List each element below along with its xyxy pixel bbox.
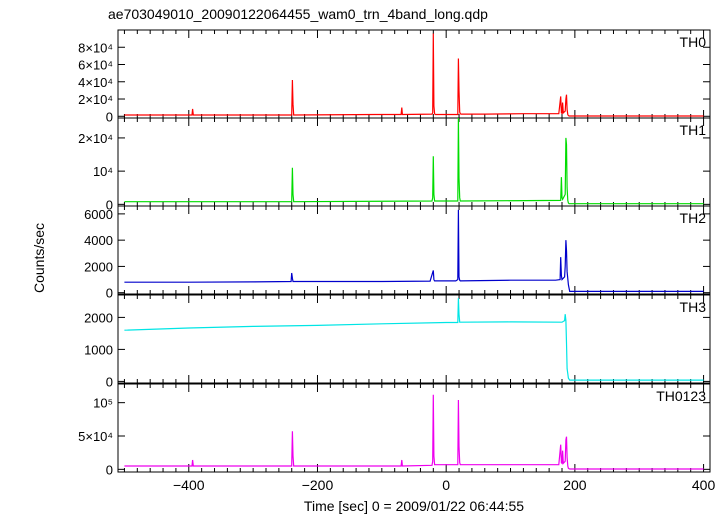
panels: 0 2×10⁴ 4×10⁴ 6×10⁴ 8×10⁴ TH0 0 10⁴ 2×10⁴ TH1 0 200…	[78, 29, 716, 493]
x-axis-label: Time [sec] 0 = 2009/01/22 06:44:55	[304, 498, 524, 514]
y-tick-label: 6000	[84, 207, 113, 222]
panel-frame	[117, 294, 711, 384]
series-line-th3	[124, 298, 704, 381]
panel-label: TH1	[680, 122, 707, 138]
panel-label: TH0123	[656, 388, 706, 404]
series-line-th2	[124, 209, 704, 292]
x-tick-label: 200	[563, 477, 587, 493]
y-tick-label: 2000	[84, 310, 113, 325]
panel-th2: 0 2000 4000 6000 TH2	[84, 205, 711, 301]
y-tick-label: 1000	[84, 342, 113, 357]
panel-th3: 0 1000 2000 TH3	[84, 294, 711, 389]
y-tick-label: 0	[106, 197, 113, 212]
y-tick-label: 0	[106, 286, 113, 301]
x-tick-label: 400	[692, 477, 716, 493]
y-tick-label: 10⁵	[93, 396, 113, 411]
panel-label: TH2	[680, 210, 707, 226]
panel-label: TH0	[680, 34, 707, 50]
y-axis-label: Counts/sec	[31, 223, 47, 293]
series-line-th0	[124, 33, 704, 117]
y-tick-label: 10⁴	[93, 164, 113, 179]
y-tick-label: 2000	[84, 259, 113, 274]
series-line-th1	[124, 117, 704, 205]
panel-th1: 0 10⁴ 2×10⁴ TH1	[78, 117, 711, 212]
x-tick-label: 0	[442, 477, 450, 493]
y-tick-label: 2×10⁴	[78, 92, 113, 107]
y-tick-label: 6×10⁴	[78, 58, 113, 73]
panel-frame	[117, 383, 711, 473]
y-tick-label: 8×10⁴	[78, 40, 113, 55]
y-tick-label: 2×10⁴	[78, 131, 113, 146]
y-tick-label: 5×10⁴	[78, 429, 113, 444]
chart-title: ae703049010_20090122064455_wam0_trn_4ban…	[108, 6, 488, 22]
y-tick-label: 0	[106, 374, 113, 389]
series-line-th0123	[124, 394, 704, 470]
panel-th0123: 0 5×10⁴ 10⁵ TH0123	[78, 383, 711, 477]
panel-frame	[117, 29, 711, 119]
y-tick-label: 0	[106, 109, 113, 124]
y-tick-label: 0	[106, 462, 113, 477]
panel-frame	[117, 205, 711, 295]
panel-th0: 0 2×10⁴ 4×10⁴ 6×10⁴ 8×10⁴ TH0	[78, 29, 711, 124]
y-tick-label: 4×10⁴	[78, 75, 113, 90]
y-tick-label: 4000	[84, 233, 113, 248]
x-tick-label: −400	[173, 477, 205, 493]
x-tick-label: −200	[302, 477, 334, 493]
panel-label: TH3	[680, 299, 707, 315]
panel-frame	[117, 117, 711, 207]
